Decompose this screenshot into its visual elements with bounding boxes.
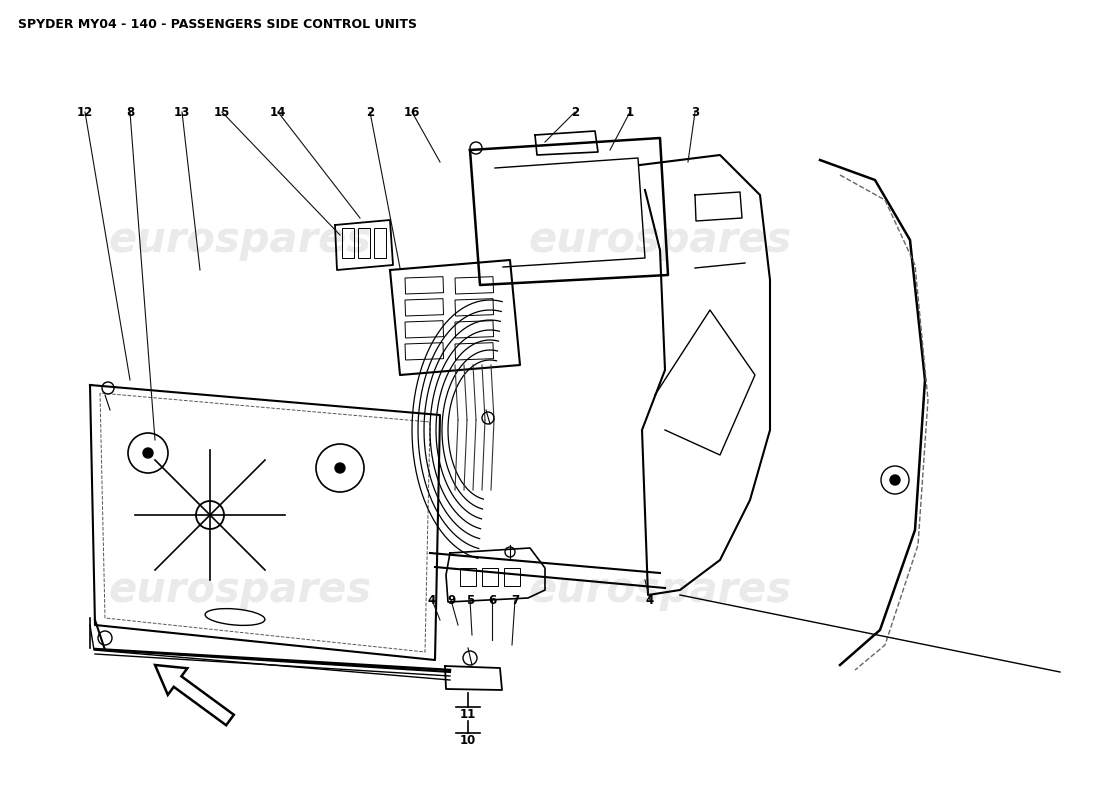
- Bar: [482, 568, 498, 586]
- Text: eurospares: eurospares: [528, 219, 792, 261]
- Text: SPYDER MY04 - 140 - PASSENGERS SIDE CONTROL UNITS: SPYDER MY04 - 140 - PASSENGERS SIDE CONT…: [18, 18, 417, 31]
- Text: 2: 2: [571, 106, 579, 118]
- Bar: [455, 342, 494, 360]
- Text: 1: 1: [626, 106, 634, 118]
- Text: 13: 13: [174, 106, 190, 118]
- Bar: [358, 228, 370, 258]
- FancyArrow shape: [155, 665, 234, 726]
- Text: 15: 15: [213, 106, 230, 118]
- Circle shape: [890, 475, 900, 485]
- Text: 12: 12: [77, 106, 94, 118]
- Text: 4: 4: [428, 594, 436, 606]
- Text: eurospares: eurospares: [109, 219, 372, 261]
- Text: 5: 5: [466, 594, 474, 606]
- Bar: [455, 321, 494, 338]
- Text: 8: 8: [125, 106, 134, 118]
- Circle shape: [143, 448, 153, 458]
- Text: 3: 3: [691, 106, 700, 118]
- Text: 9: 9: [447, 594, 455, 606]
- Bar: [405, 342, 443, 360]
- Bar: [405, 298, 443, 316]
- Text: 10: 10: [460, 734, 476, 746]
- Text: 4: 4: [646, 594, 654, 606]
- Text: 16: 16: [404, 106, 420, 118]
- Bar: [460, 568, 476, 586]
- Text: eurospares: eurospares: [528, 569, 792, 611]
- Bar: [405, 321, 443, 338]
- Bar: [455, 277, 494, 294]
- Text: 6: 6: [488, 594, 496, 606]
- Bar: [455, 298, 494, 316]
- Text: 2: 2: [366, 106, 374, 118]
- Bar: [374, 228, 386, 258]
- Text: 14: 14: [270, 106, 286, 118]
- Text: 11: 11: [460, 707, 476, 721]
- Bar: [405, 277, 443, 294]
- Bar: [504, 568, 520, 586]
- Text: 7: 7: [510, 594, 519, 606]
- Circle shape: [336, 463, 345, 473]
- Text: eurospares: eurospares: [109, 569, 372, 611]
- Bar: [342, 228, 354, 258]
